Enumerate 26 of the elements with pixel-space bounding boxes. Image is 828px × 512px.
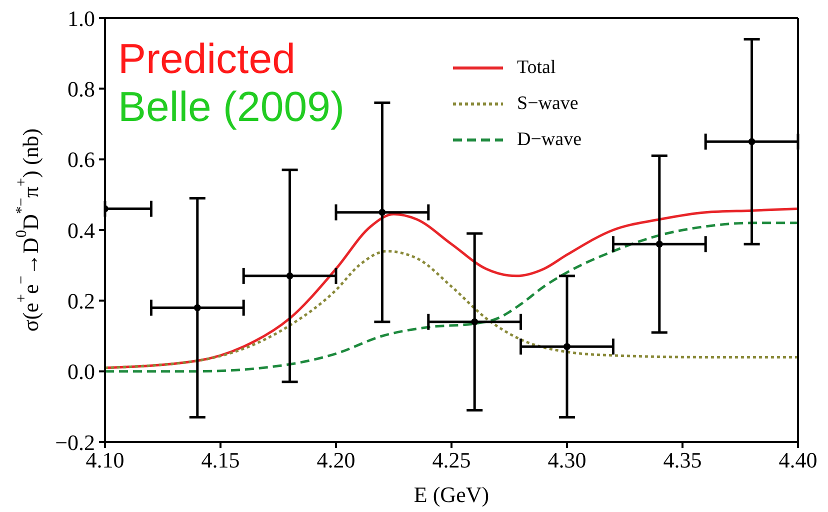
y-tick-label: 0.0 xyxy=(68,359,95,384)
x-tick-label: 4.15 xyxy=(201,448,240,473)
legend-label: Total xyxy=(517,57,556,79)
x-tick-label: 4.40 xyxy=(778,448,818,473)
x-tick-label: 4.30 xyxy=(548,448,586,473)
annotation: Predicted xyxy=(118,35,296,82)
x-tick-label: 4.35 xyxy=(663,448,702,473)
point xyxy=(656,240,663,248)
x-tick-label: 4.25 xyxy=(432,448,471,473)
point xyxy=(564,343,570,350)
y-tick-label: 0.8 xyxy=(68,76,95,102)
y-tick-label: 1.0 xyxy=(68,6,95,31)
y-tick-label: 0.2 xyxy=(68,288,95,314)
point xyxy=(748,138,756,146)
line-series xyxy=(105,250,798,370)
x-axis-title: E (GeV) xyxy=(414,482,490,507)
point xyxy=(378,208,386,216)
point xyxy=(194,304,201,312)
x-tick-label: 4.20 xyxy=(316,448,356,473)
y-tick-label: 0.6 xyxy=(68,147,95,172)
y-tick-label: 0.4 xyxy=(68,218,95,243)
legend-label: D−wave xyxy=(517,129,582,151)
point xyxy=(286,272,294,280)
annotation: Belle (2009) xyxy=(118,83,344,130)
legend-label: S−wave xyxy=(517,93,578,115)
point xyxy=(471,318,478,326)
